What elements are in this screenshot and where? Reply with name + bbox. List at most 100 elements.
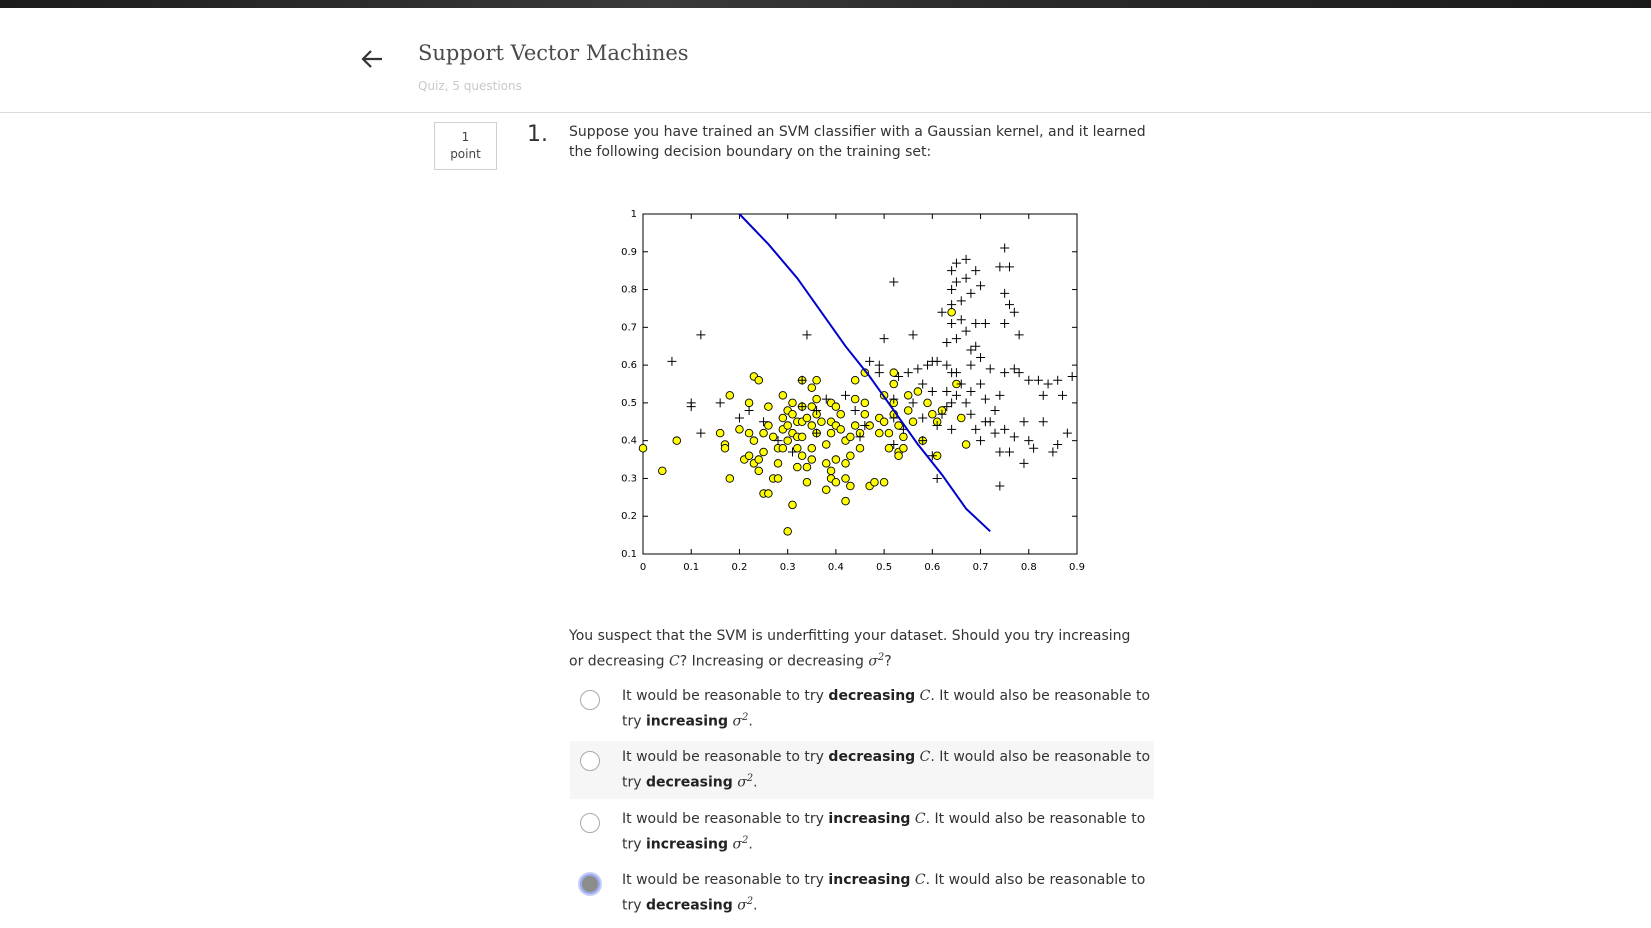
data-point-plus	[985, 364, 995, 374]
option-keyword-1: increasing	[828, 811, 911, 827]
data-point-circle	[841, 474, 850, 483]
x-tick-label: 0.6	[924, 562, 940, 573]
data-point-circle	[754, 455, 763, 464]
x-tick-label: 0.4	[828, 562, 844, 573]
option-end: .	[748, 836, 753, 853]
radio-button[interactable]	[580, 690, 600, 710]
data-point-plus	[734, 413, 744, 423]
data-point-plus	[1019, 458, 1029, 468]
data-point-plus	[797, 402, 807, 412]
followup-text-b: ? Increasing or decreasing	[679, 653, 869, 670]
data-point-circle	[802, 462, 812, 472]
data-point-plus	[744, 405, 754, 415]
data-point-plus	[889, 439, 899, 449]
data-point-circle	[899, 432, 908, 442]
answer-option-2[interactable]: It would be reasonable to try decreasing…	[570, 741, 1154, 799]
option-keyword-2: decreasing	[645, 897, 733, 914]
y-tick-label: 0.2	[621, 511, 637, 522]
data-point-plus	[927, 387, 937, 397]
option-keyword-2: decreasing	[645, 774, 733, 791]
browser-top-strip	[0, 0, 1651, 8]
svm-decision-boundary-plot: 0 0.1 0.2 0.3 0.4 0.5 0.6 0.7 0.8 0.90.10.20.30.4…	[621, 209, 1085, 573]
decision-boundary-line	[738, 213, 991, 533]
data-point-circle	[821, 485, 831, 495]
data-point-plus	[956, 315, 966, 325]
data-point-plus	[971, 266, 981, 276]
data-point-circle	[672, 436, 682, 445]
data-point-plus	[759, 417, 769, 427]
data-point-circle	[841, 496, 850, 506]
data-point-circle	[928, 409, 937, 419]
data-point-circle	[913, 387, 923, 396]
option-pre: It would be reasonable to try	[622, 688, 829, 704]
data-point-plus	[932, 421, 942, 431]
data-point-plus	[1009, 432, 1019, 442]
data-point-circle	[812, 394, 821, 404]
data-point-plus	[850, 405, 860, 415]
data-point-circle	[797, 432, 807, 442]
y-tick-label: 1	[631, 209, 637, 220]
option-sup: 2	[746, 773, 754, 784]
radio-button[interactable]	[580, 813, 600, 833]
page-title: Support Vector Machines	[418, 41, 689, 65]
data-point-circle	[821, 440, 831, 449]
data-point-plus	[971, 341, 981, 351]
option-keyword-1: decreasing	[828, 749, 916, 765]
data-point-plus	[860, 421, 870, 431]
radio-button-selected[interactable]	[580, 874, 600, 894]
option-text: It would be reasonable to try decreasing…	[622, 747, 1152, 794]
option-sup: 2	[742, 835, 749, 846]
followup-end: ?	[884, 653, 892, 670]
option-text: It would be reasonable to try decreasing…	[622, 686, 1152, 733]
data-point-circle	[870, 477, 879, 487]
data-point-plus	[696, 428, 706, 438]
data-point-plus	[841, 390, 851, 400]
option-end: .	[753, 897, 758, 914]
data-point-circle	[807, 443, 817, 453]
data-point-circle	[889, 368, 899, 377]
option-mid: . It would also be reasonable to try	[622, 811, 1146, 853]
data-point-plus	[985, 417, 995, 427]
x-tick-label: 0.9	[1069, 562, 1085, 573]
data-point-plus	[913, 364, 923, 374]
data-point-circle	[744, 398, 754, 408]
y-tick-label: 0.5	[621, 398, 637, 409]
data-point-circle	[908, 417, 918, 427]
data-point-plus	[1000, 243, 1010, 253]
data-point-plus	[1004, 262, 1014, 272]
question-followup: You suspect that the SVM is underfitting…	[569, 626, 1149, 673]
answer-option-1[interactable]: It would be reasonable to try decreasing…	[570, 680, 1154, 738]
option-mid: . It would also be reasonable to try	[622, 872, 1146, 914]
data-point-circle	[754, 375, 763, 385]
data-point-plus	[947, 319, 957, 329]
data-point-circle	[793, 462, 802, 472]
answer-option-4[interactable]: It would be reasonable to try increasing…	[570, 864, 1154, 922]
data-point-plus	[1004, 300, 1014, 310]
data-point-plus	[947, 285, 957, 295]
data-point-plus	[1019, 417, 1029, 427]
option-var-c: C	[914, 872, 926, 888]
data-point-plus	[1009, 364, 1019, 374]
arrow-left-icon	[361, 50, 382, 68]
option-text: It would be reasonable to try increasing…	[622, 870, 1152, 917]
data-point-circle	[725, 474, 735, 483]
data-point-plus	[773, 436, 783, 446]
x-tick-label: 0	[640, 562, 646, 573]
data-point-plus	[971, 424, 981, 434]
data-point-plus	[1038, 417, 1048, 427]
x-tick-label: 0.7	[973, 562, 989, 573]
radio-button[interactable]	[580, 751, 600, 771]
data-point-plus	[686, 398, 696, 408]
y-tick-label: 0.3	[621, 473, 637, 484]
answer-option-3[interactable]: It would be reasonable to try increasing…	[570, 803, 1154, 861]
option-var-sigma: σ	[732, 836, 743, 853]
data-point-plus	[961, 398, 971, 408]
data-point-circle	[947, 307, 956, 317]
data-point-circle	[764, 421, 773, 430]
back-button[interactable]	[358, 44, 388, 74]
data-point-circle	[879, 417, 889, 427]
data-point-circle	[850, 375, 860, 385]
data-point-circle	[903, 391, 913, 400]
data-point-plus	[1000, 424, 1010, 434]
data-point-circle	[836, 425, 845, 434]
